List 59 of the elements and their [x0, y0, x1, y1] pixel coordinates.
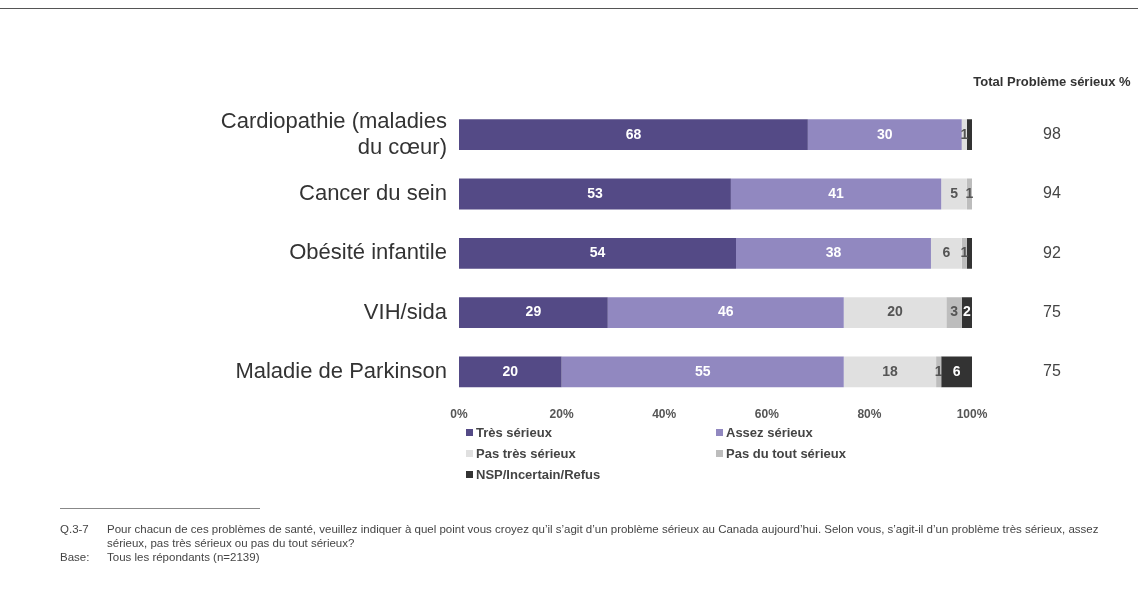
- data-label: 68: [625, 125, 642, 142]
- legend-label: Assez sérieux: [725, 425, 814, 440]
- data-label: 30: [877, 125, 893, 142]
- text: 92: [1043, 243, 1061, 261]
- bar: [607, 297, 844, 329]
- bar: [966, 237, 972, 269]
- text: 75: [1043, 362, 1061, 380]
- data-label: 29: [525, 303, 542, 320]
- text: Base: Tous les répondants (n=2139): [60, 551, 260, 563]
- x-tick-label: 100%: [956, 407, 988, 422]
- y-tick-label: Maladie de Parkinson: [235, 358, 447, 383]
- data-label: 53: [587, 184, 603, 201]
- bar: [941, 178, 967, 210]
- text: 98: [1043, 125, 1061, 143]
- bar: [561, 356, 844, 388]
- bar: [736, 237, 931, 269]
- data-label: 55: [694, 362, 711, 379]
- data-label: 20: [502, 362, 519, 379]
- bar: [843, 297, 947, 329]
- data-label: 46: [717, 303, 734, 320]
- bar: [730, 178, 942, 210]
- text: Q.3-7 Pour chacun de ces problèmes de santé, veuillez indiquer à quel point vous croyez qu’il s’agit d’un problème sérieux au Canada aujourd’hui. Selon vous, s’agit-il d’un problème très sérieux, assez sérieux, pas très sérieux ou pas du tout sérieux?: [60, 523, 1099, 549]
- x-tick-label: 60%: [754, 407, 780, 422]
- data-label: 18: [882, 362, 898, 379]
- text: 75: [1043, 303, 1061, 321]
- bar: [459, 178, 731, 210]
- data-label: 5: [950, 184, 959, 201]
- data-label: 2: [962, 303, 971, 320]
- x-tick-label: 0%: [450, 407, 468, 422]
- data-label: 6: [942, 244, 951, 261]
- y-tick-label: Obésité infantile: [289, 239, 447, 265]
- y-tick-label: Cancer du sein: [299, 180, 447, 206]
- legend-label: Très sérieux: [475, 425, 553, 440]
- y-tick-label: VIH/sida: [363, 298, 448, 324]
- bar: [807, 119, 962, 151]
- data-label: 3: [950, 303, 959, 320]
- data-label: 6: [952, 362, 961, 379]
- legend-label: Pas très sérieux: [475, 446, 577, 461]
- x-tick-label: 40%: [652, 407, 677, 422]
- x-tick-label: 20%: [549, 407, 574, 422]
- bar: [946, 297, 962, 329]
- bar: [459, 297, 608, 329]
- data-label: 41: [828, 184, 845, 201]
- data-label: 54: [589, 244, 606, 261]
- bar: [459, 237, 737, 269]
- bar: [941, 356, 972, 388]
- bar: [843, 356, 937, 388]
- text: Total Problème sérieux %: [972, 73, 1132, 90]
- bar: [930, 237, 962, 269]
- data-label: 20: [887, 303, 904, 320]
- bar: [459, 356, 562, 388]
- data-label: 38: [825, 244, 842, 261]
- bar: [966, 119, 972, 151]
- bar: [459, 119, 808, 151]
- x-tick-label: 80%: [857, 407, 882, 422]
- legend-label: Pas du tout sérieux: [725, 446, 847, 461]
- text: 94: [1043, 184, 1061, 202]
- y-tick-label: Cardiopathie (maladies du cœur): [220, 107, 447, 159]
- legend-label: NSP/Incertain/Refus: [475, 467, 602, 482]
